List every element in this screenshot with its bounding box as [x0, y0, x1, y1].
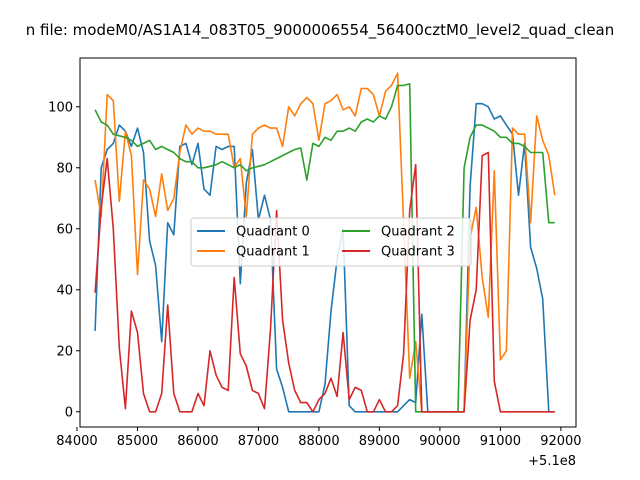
y-tick-label: 100 [48, 100, 73, 115]
x-tick-label: 86000 [177, 434, 218, 449]
x-tick-label: 90000 [419, 434, 460, 449]
legend-label: Quadrant 3 [381, 245, 455, 260]
x-tick-label: 92000 [540, 434, 581, 449]
y-tick-label: 20 [56, 344, 73, 359]
y-axis: 0 20 40 60 80 100 [48, 100, 80, 420]
legend-label: Quadrant 1 [236, 245, 310, 260]
chart-title: n file: modeM0/AS1A14_083T05_9000006554_… [26, 21, 615, 40]
axes-frame [79, 57, 577, 428]
x-axis: 84000 85000 86000 87000 88000 89000 90000 91000… [56, 427, 582, 449]
legend-label: Quadrant 2 [381, 225, 455, 240]
x-tick-label: 88000 [298, 434, 339, 449]
series-layer [94, 72, 556, 413]
y-tick-label: 40 [56, 283, 73, 298]
x-tick-label: 84000 [56, 434, 97, 449]
y-tick-label: 0 [65, 405, 73, 420]
series-line-quadrant-2 [94, 83, 555, 413]
y-tick-label: 80 [56, 161, 73, 176]
series-line-quadrant-0 [94, 102, 555, 413]
legend-box [190, 217, 472, 267]
x-tick-label: 87000 [238, 434, 279, 449]
x-tick-label: 85000 [117, 434, 158, 449]
x-tick-label: 91000 [480, 434, 521, 449]
x-tick-label: 89000 [359, 434, 400, 449]
y-tick-label: 60 [56, 222, 73, 237]
legend: Quadrant 0 Quadrant 1 Quadrant 2 Quadrant 3 [190, 217, 472, 267]
legend-label: Quadrant 0 [236, 225, 310, 240]
x-axis-offset-label: +5.1e8 [528, 454, 576, 469]
series-line-quadrant-3 [94, 151, 555, 413]
